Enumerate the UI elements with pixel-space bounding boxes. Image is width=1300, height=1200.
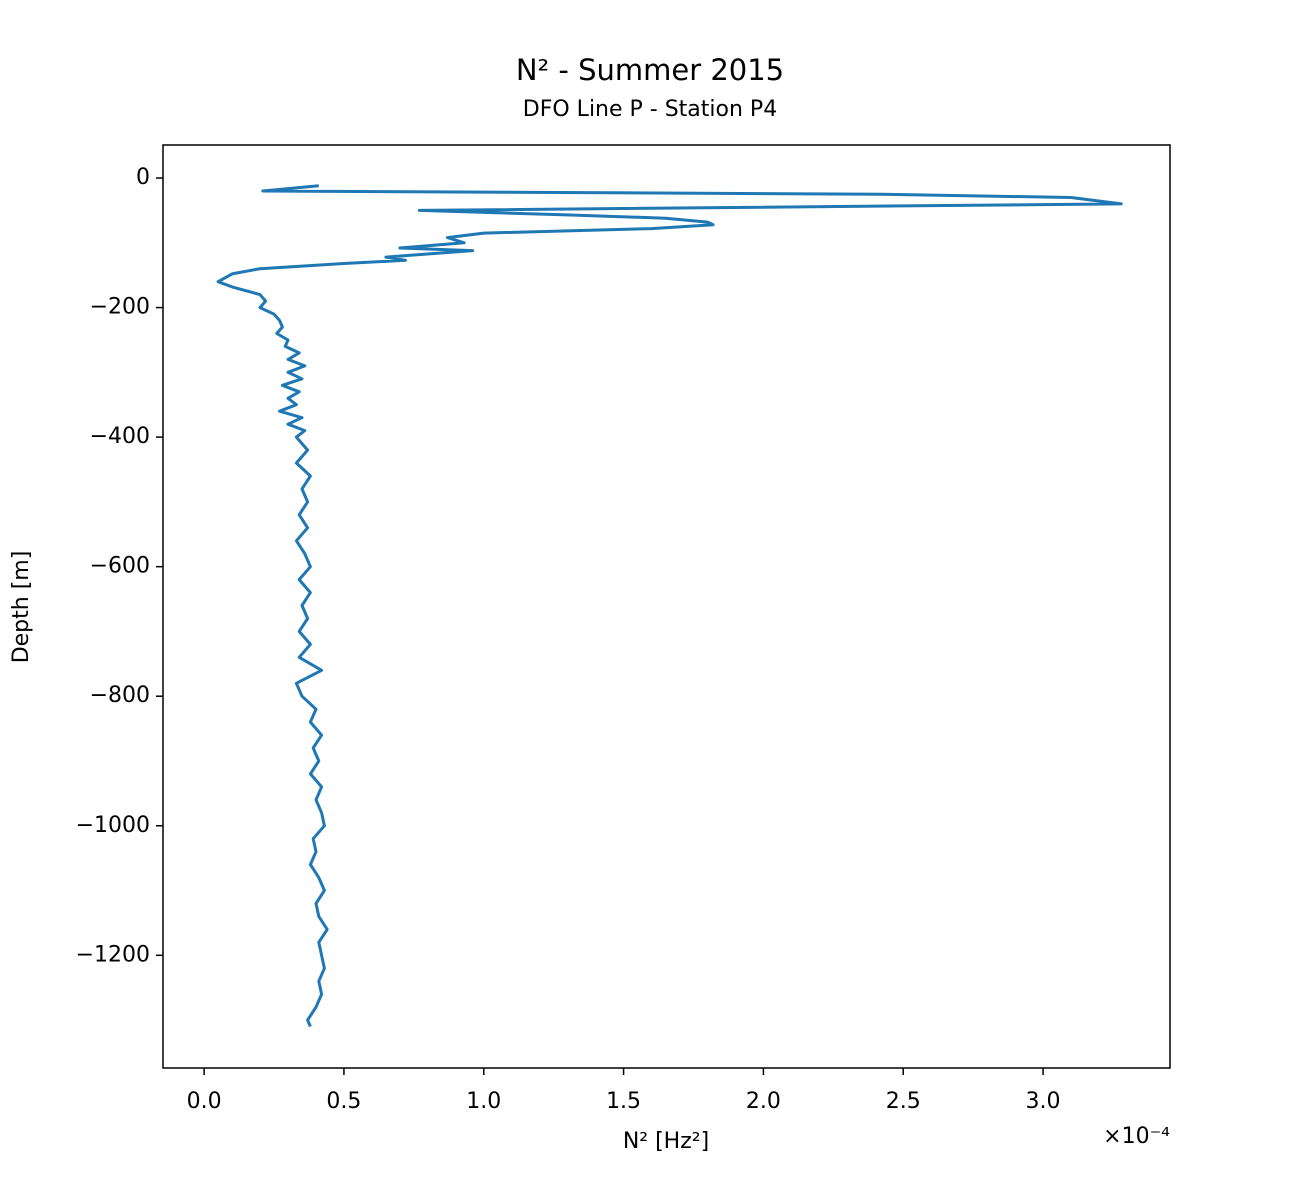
profile-line [216,184,1123,1028]
x-tick-label: 2.5 [886,1089,921,1114]
y-tick-label: −800 [90,683,150,708]
y-tick-label: 0 [136,165,150,190]
x-tick-label: 0.0 [187,1089,222,1114]
y-tick-label: −200 [90,295,150,320]
y-axis-label: Depth [m] [9,551,34,664]
x-offset-label: ×10⁻⁴ [1103,1124,1170,1149]
x-tick-label: 1.5 [606,1089,641,1114]
plot-frame [162,144,1171,1069]
x-tick-label: 0.5 [326,1089,361,1114]
chart-subtitle: DFO Line P - Station P4 [523,97,777,122]
y-tick-label: −600 [90,554,150,579]
x-tick-label: 2.0 [746,1089,781,1114]
y-tick-label: −1200 [76,942,150,967]
y-tick-label: −400 [90,424,150,449]
x-tick-label: 3.0 [1026,1089,1061,1114]
x-tick-label: 1.0 [466,1089,501,1114]
chart-title: N² - Summer 2015 [516,53,784,87]
x-axis-label: N² [Hz²] [623,1129,709,1154]
y-tick-label: −1000 [76,813,150,838]
